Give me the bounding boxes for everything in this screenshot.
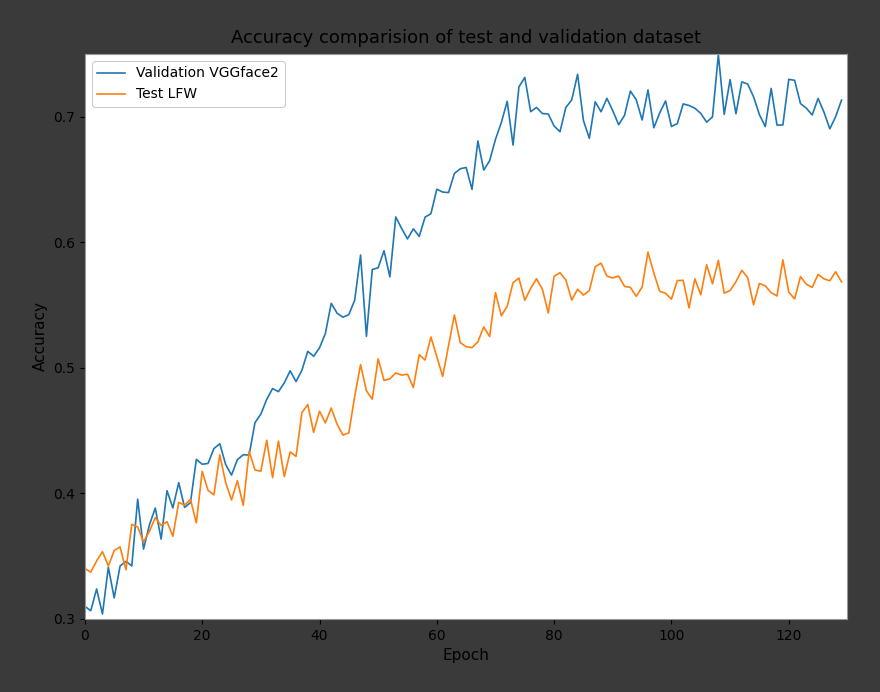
Validation VGGface2 <box>713 51 723 59</box>
Validation VGGface2 <box>290 377 301 385</box>
Test LFW <box>584 286 595 295</box>
Test LFW <box>85 568 96 576</box>
Legend: Validation VGGface2, Test LFW: Validation VGGface2, Test LFW <box>92 61 284 107</box>
Validation VGGface2 <box>479 166 489 174</box>
Test LFW <box>684 304 694 312</box>
Test LFW <box>79 565 90 573</box>
Validation VGGface2 <box>642 86 653 94</box>
Validation VGGface2 <box>79 602 90 610</box>
Validation VGGface2 <box>97 610 107 618</box>
Validation VGGface2 <box>584 134 595 143</box>
Test LFW <box>290 453 301 461</box>
Y-axis label: Accuracy: Accuracy <box>33 302 48 372</box>
Validation VGGface2 <box>408 225 419 233</box>
Line: Test LFW: Test LFW <box>84 252 841 572</box>
Test LFW <box>479 322 489 331</box>
Validation VGGface2 <box>678 100 688 108</box>
Test LFW <box>649 269 659 277</box>
Test LFW <box>642 248 653 256</box>
X-axis label: Epoch: Epoch <box>443 648 489 663</box>
Validation VGGface2 <box>836 96 847 104</box>
Test LFW <box>836 277 847 286</box>
Title: Accuracy comparision of test and validation dataset: Accuracy comparision of test and validat… <box>231 29 701 47</box>
Line: Validation VGGface2: Validation VGGface2 <box>84 55 841 614</box>
Test LFW <box>408 383 419 392</box>
